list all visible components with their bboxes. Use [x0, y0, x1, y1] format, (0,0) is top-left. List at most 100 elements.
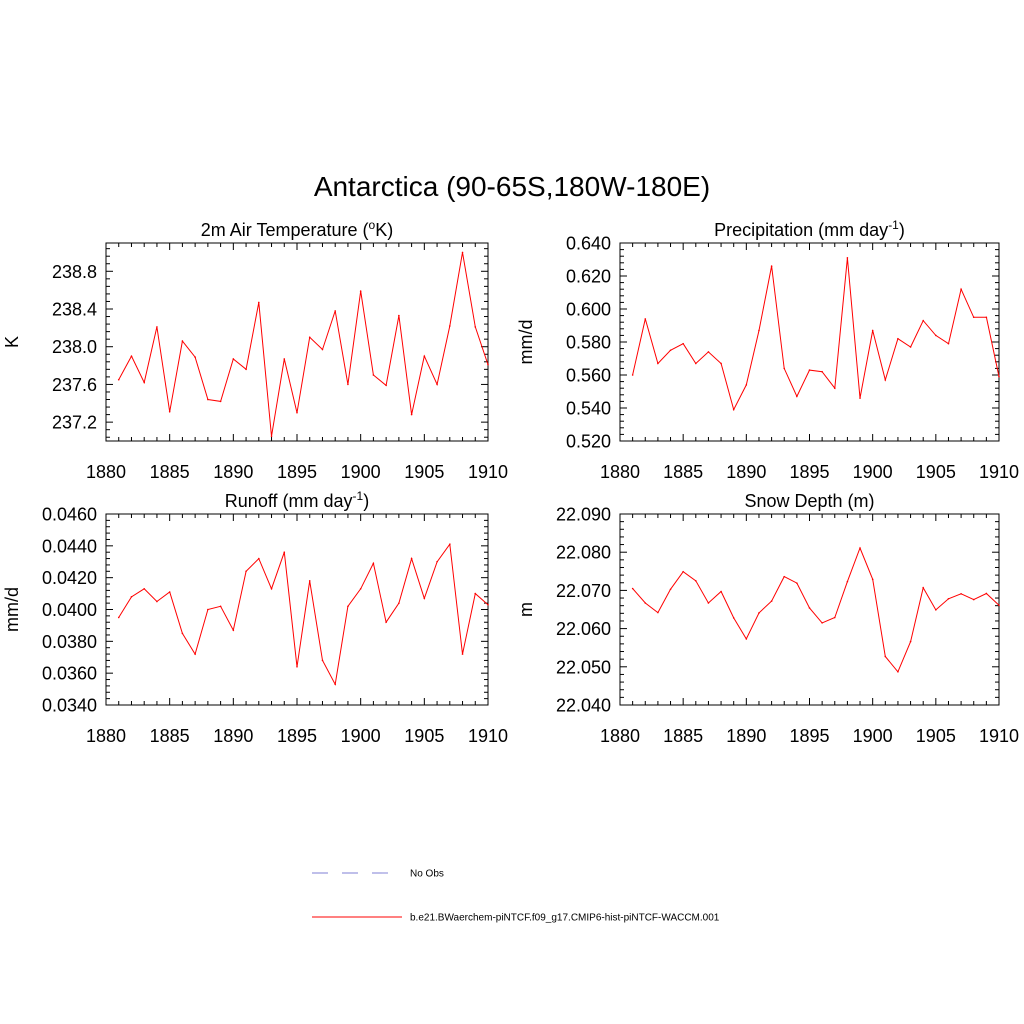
- panel-precipitation: 1880 1885 1890 1895 1900 1905 1910 0.520 0.540 0.…: [516, 218, 1019, 482]
- series-line: [632, 257, 1000, 411]
- data-point: [783, 367, 786, 370]
- data-point: [359, 290, 362, 292]
- data-point: [181, 632, 184, 635]
- data-point: [631, 587, 634, 590]
- data-point: [321, 659, 324, 662]
- data-point: [821, 370, 823, 373]
- data-point: [644, 318, 647, 320]
- data-point: [283, 551, 286, 553]
- data-point: [207, 608, 209, 611]
- data-point: [398, 602, 400, 604]
- panel-title-superscript: -1: [888, 218, 899, 232]
- data-point: [156, 326, 158, 328]
- data-point: [372, 562, 375, 565]
- data-point: [745, 638, 748, 640]
- data-point: [258, 557, 260, 560]
- data-point: [631, 374, 634, 376]
- data-point: [796, 395, 798, 398]
- data-point: [474, 326, 477, 328]
- y-tick-label: 22.040: [556, 696, 611, 716]
- data-point: [487, 603, 489, 606]
- y-tick-label: 237.2: [52, 413, 97, 433]
- panel-title-main: Runoff (mm day: [225, 491, 353, 511]
- data-point: [334, 683, 337, 686]
- data-point: [682, 570, 684, 573]
- data-point: [707, 351, 710, 353]
- data-point: [258, 301, 260, 304]
- data-point: [644, 602, 647, 604]
- data-point: [423, 597, 426, 600]
- data-point: [972, 316, 975, 319]
- data-point: [461, 653, 464, 655]
- y-tick-label: 0.640: [566, 234, 611, 254]
- data-point: [347, 383, 349, 386]
- data-point: [270, 588, 273, 590]
- data-point: [935, 609, 937, 611]
- data-point: [321, 348, 324, 351]
- x-tick-label: 1895: [789, 462, 829, 482]
- y-tick-label: 0.0420: [42, 568, 97, 588]
- data-point: [833, 387, 836, 390]
- data-point: [783, 575, 786, 578]
- panel-runoff: 1880 1885 1890 1895 1900 1905 1910 0.0340 0.0360…: [2, 489, 508, 746]
- main-title: Antarctica (90-65S,180W-180E): [314, 171, 710, 202]
- y-tick-label: 22.060: [556, 619, 611, 639]
- x-tick-label: 1910: [979, 462, 1019, 482]
- x-tick-label: 1905: [916, 462, 956, 482]
- data-point: [859, 547, 861, 549]
- data-point: [219, 605, 222, 608]
- data-point: [270, 435, 273, 438]
- x-tick-label: 1890: [726, 726, 766, 746]
- x-tick-label: 1900: [341, 462, 381, 482]
- data-point: [871, 329, 874, 332]
- data-point: [897, 337, 899, 340]
- y-tick-label: 0.600: [566, 300, 611, 320]
- data-point: [232, 629, 235, 631]
- data-point: [833, 616, 836, 619]
- data-point: [859, 397, 861, 399]
- data-point: [308, 580, 311, 582]
- data-point: [436, 560, 438, 563]
- data-point: [682, 342, 684, 345]
- data-point: [909, 346, 912, 348]
- data-point: [720, 590, 722, 593]
- x-tick-label: 1895: [789, 726, 829, 746]
- y-tick-label: 238.8: [52, 262, 97, 282]
- data-point: [758, 329, 760, 332]
- y-tick-label: 0.0440: [42, 536, 97, 556]
- data-point: [347, 605, 349, 608]
- data-point: [947, 598, 950, 600]
- data-point: [657, 611, 659, 614]
- legend-label-obs: No Obs: [410, 869, 444, 880]
- data-point: [657, 362, 659, 365]
- data-point: [245, 368, 247, 371]
- y-axis-label: K: [2, 336, 22, 348]
- y-axis-label: mm/d: [2, 587, 22, 632]
- data-point: [156, 600, 158, 603]
- data-point: [474, 592, 477, 595]
- y-axis-label: mm/d: [516, 320, 536, 365]
- y-tick-label: 0.0400: [42, 600, 97, 620]
- x-tick-label: 1895: [277, 462, 317, 482]
- x-tick-label: 1905: [404, 462, 444, 482]
- y-tick-label: 237.6: [52, 375, 97, 395]
- y-tick-label: 238.4: [52, 300, 97, 320]
- data-point: [922, 586, 924, 589]
- y-tick-label: 0.620: [566, 267, 611, 287]
- data-point: [972, 598, 975, 601]
- panel-title-main: Snow Depth (m): [744, 491, 874, 511]
- y-tick-label: 0.540: [566, 399, 611, 419]
- x-tick-label: 1890: [213, 462, 253, 482]
- data-point: [449, 543, 451, 546]
- data-point: [758, 612, 760, 614]
- x-tick-label: 1900: [853, 726, 893, 746]
- data-point: [461, 251, 464, 254]
- plot-frame-precipitation: [619, 242, 1000, 442]
- data-point: [398, 314, 400, 317]
- y-tick-label: 0.0380: [42, 632, 97, 652]
- panel-snow-depth: 1880 1885 1890 1895 1900 1905 1910 22.040 22.050…: [516, 491, 1019, 746]
- data-point: [296, 411, 298, 414]
- data-point: [359, 588, 362, 590]
- data-point: [960, 593, 962, 595]
- x-tick-label: 1905: [404, 726, 444, 746]
